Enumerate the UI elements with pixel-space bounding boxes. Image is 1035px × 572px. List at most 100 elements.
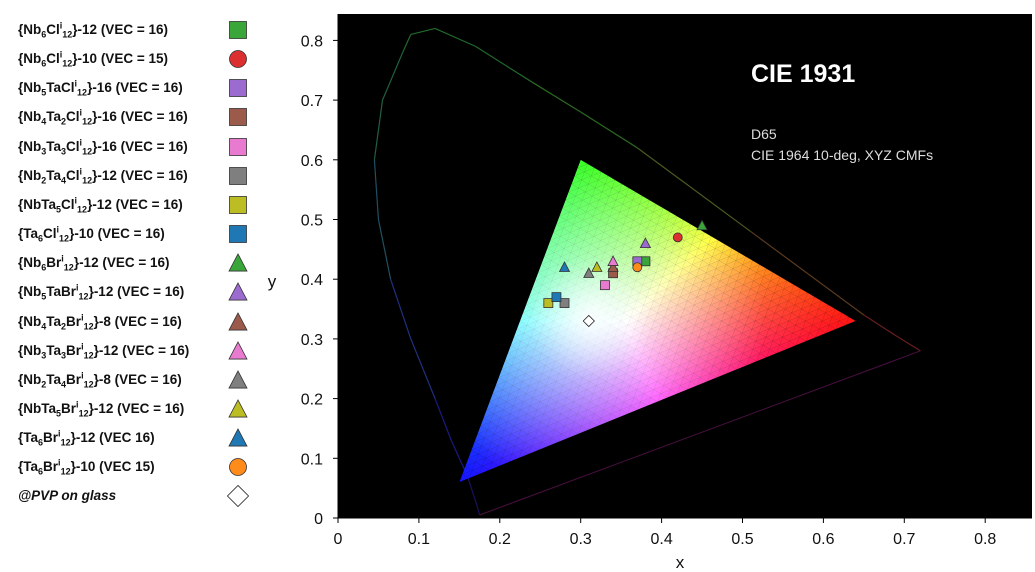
y-tick-label: 0.1 [301,451,323,468]
data-point-triangle [607,255,619,266]
data-point-square [600,280,610,291]
data-point-square [551,292,562,303]
legend-marker-triangle [228,369,248,389]
legend-label: {Nb4Ta2Bri12}-8 (VEC = 16) [18,312,182,332]
legend-marker [228,369,248,389]
legend-item: {Nb6Cli12}-10 (VEC = 15) [18,48,258,70]
spectral-locus-segment [580,111,638,149]
legend-marker [227,485,249,508]
spectral-locus-segment [377,219,392,280]
legend-label: {Ta6Bri12}-12 (VEC 16) [18,428,155,448]
data-point-diamond [582,314,595,328]
legend-item: {Nb6Bri12}-12 (VEC = 16) [18,252,258,274]
legend-marker-circle [229,50,247,69]
legend-label: {Nb2Ta4Cli12}-12 (VEC = 16) [18,166,188,186]
legend-marker-square [229,195,247,214]
x-tick-label: 0.5 [731,531,753,548]
legend-item: @PVP on glass [18,485,258,508]
legend-marker [228,311,248,330]
legend-item: {Nb4Ta2Bri12}-8 (VEC = 16) [18,311,258,333]
legend-marker [228,340,248,360]
legend-item: {Nb3Ta3Bri12}-12 (VEC = 16) [18,340,258,362]
legend-marker-square [229,21,247,39]
legend-item: {Nb4Ta2Cli12}-16 (VEC = 16) [18,106,258,128]
spectral-locus-segment [693,189,751,232]
spectral-locus-segment [410,338,436,399]
legend-marker [229,108,247,127]
x-tick-label: 0 [334,531,343,548]
spectral-locus-segment [410,27,436,36]
x-tick-label: 0.8 [974,531,996,548]
spectral-locus-segment [390,279,412,340]
spectral-locus-segment [531,81,582,113]
spectral-locus-segment [475,45,533,83]
legend-marker-triangle [228,340,248,360]
axes: 0 0.1 0.2 0.3 0.4 0.5 0.6 0.7 0.8 0 0.1 0.2 0.3 0.4 0.… [268,14,1032,572]
y-tick-label: 0.3 [301,332,323,349]
legend-marker [228,428,248,447]
legend-label: {Nb2Ta4Bri12}-8 (VEC = 16) [18,370,182,390]
data-points [543,219,708,328]
spectral-locus-segment [381,52,404,101]
spectral-locus-segment [434,27,476,47]
data-point-circle [672,232,683,243]
data-point-triangle [696,219,708,231]
legend-item: {Nb3Ta3Cli12}-16 (VEC = 16) [18,136,258,158]
legend-marker [229,21,247,39]
data-point-triangle [558,261,571,272]
chart-annotation: D65 [751,126,777,142]
chart-title: CIE 1931 [751,60,855,88]
spectral-locus-segment [636,147,695,191]
spectral-locus-segment [373,159,380,220]
legend-marker-triangle [228,253,248,272]
legend-marker [228,253,248,272]
legend-marker [229,50,247,69]
legend-marker-square [229,108,247,127]
legend-label: {NbTa5Bri12}-12 (VEC = 16) [18,399,185,419]
legend-marker [229,166,247,185]
y-tick-label: 0.6 [301,153,323,170]
legend-marker-triangle [228,428,248,447]
data-point-square [640,256,651,267]
y-tick-label: 0 [314,511,323,528]
legend-item: {Nb5TaCli12}-16 (VEC = 16) [18,77,258,99]
y-tick-label: 0.5 [301,213,323,230]
legend-item: {Nb5TaBri12}-12 (VEC = 16) [18,281,258,303]
spectral-locus-segment [402,34,412,53]
x-tick-label: 0.4 [650,531,672,548]
legend-item: {Nb6Cli12}-12 (VEC = 16) [18,19,258,41]
y-axis-label: y [268,272,277,291]
data-point-triangle [639,237,652,249]
legend-item: {NbTa5Cli12}-12 (VEC = 16) [18,194,258,216]
legend-label: {Nb5TaCli12}-16 (VEC = 16) [18,78,183,98]
legend-label: {Nb6Cli12}-10 (VEC = 15) [18,49,168,69]
legend-marker [229,458,247,477]
legend-marker [229,137,247,156]
legend-label: {Nb3Ta3Cli12}-16 (VEC = 16) [18,137,188,157]
x-tick-label: 0.3 [570,531,592,548]
y-tick-label: 0.4 [301,272,323,289]
spectral-locus-layer [373,27,921,516]
legend-item: {Nb2Ta4Cli12}-12 (VEC = 16) [18,165,258,187]
legend-marker-diamond [227,485,249,508]
legend-marker-triangle [228,311,248,330]
legend-label: {Nb6Bri12}-12 (VEC = 16) [18,253,170,273]
x-tick-label: 0.6 [812,531,834,548]
legend-marker-square [229,166,247,185]
x-axis-label: x [676,553,685,572]
legend-marker [229,225,247,243]
legend-marker-square [229,79,247,98]
legend-label: {Ta6Bri12}-10 (VEC 15) [18,457,155,477]
spectral-locus-segment [434,398,452,441]
spectral-locus-segment [373,100,384,160]
legend-label: {Nb3Ta3Bri12}-12 (VEC = 16) [18,341,190,361]
purple-line [479,350,921,516]
data-point-triangle [583,267,595,278]
legend-marker [228,399,248,418]
y-tick-label: 0.2 [301,392,323,409]
x-tick-label: 0.2 [489,531,511,548]
legend-item: {NbTa5Bri12}-12 (VEC = 16) [18,398,258,420]
data-point-triangle [591,261,603,272]
chart-annotation: CIE 1964 10-deg, XYZ CMFs [751,147,933,163]
